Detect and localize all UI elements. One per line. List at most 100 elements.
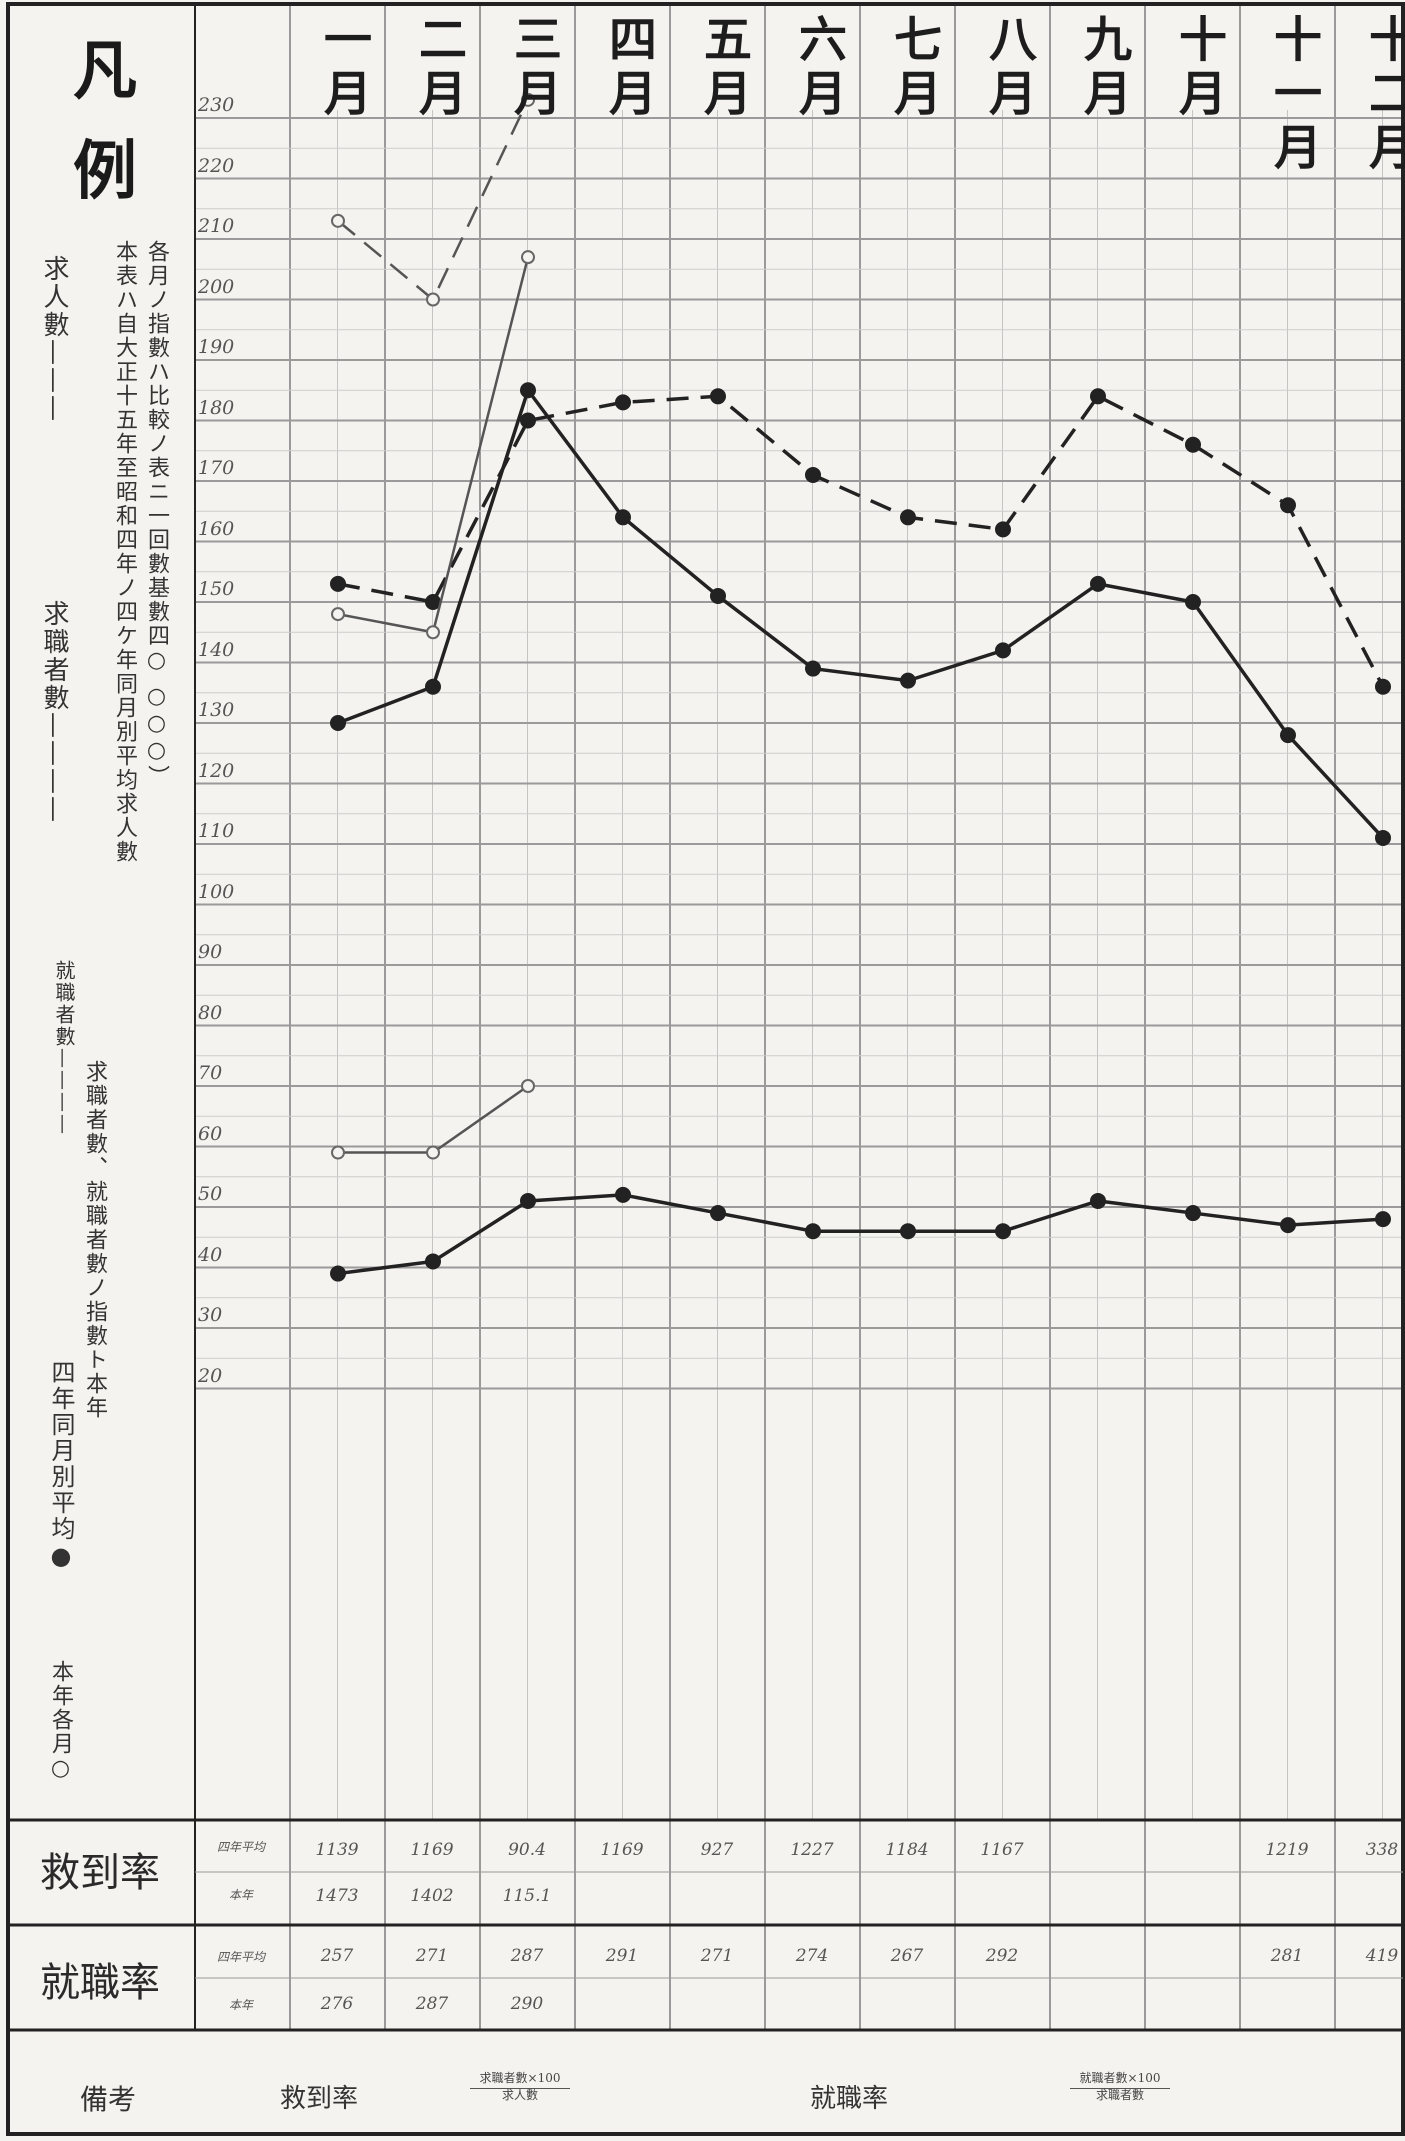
table-cell: 1227 <box>790 1840 834 1860</box>
data-point <box>1280 497 1296 514</box>
table-cell: 287 <box>510 1946 544 1966</box>
table-row2b-head: 本年 <box>228 1998 253 2012</box>
table-row2-label: 就職率 <box>40 1960 160 2006</box>
data-point <box>331 213 345 228</box>
data-point <box>331 607 345 622</box>
month-label: 五月 <box>695 14 751 122</box>
table-cell: 1219 <box>1265 1840 1309 1860</box>
data-point <box>520 412 536 429</box>
data-point <box>425 594 441 610</box>
table-cell: 927 <box>700 1840 734 1860</box>
table-cell: 267 <box>890 1946 924 1966</box>
legend-title-2: 例 <box>73 134 137 209</box>
y-tick-label: 180 <box>198 396 235 419</box>
data-point <box>521 1079 535 1093</box>
legend-title-1: 凡 <box>73 34 137 109</box>
legend-desc-3: 求職者數、就職者數ノ指數ト本年 <box>82 1060 107 1420</box>
legend-item-seekers: 求職者數———— <box>36 600 73 1360</box>
month-label: 九月 <box>1075 14 1131 122</box>
legend-item-offer: 求人數——— <box>36 255 73 1255</box>
month-label: 一月 <box>315 14 371 122</box>
table-cell: 290 <box>510 1994 544 2014</box>
data-point <box>615 394 631 411</box>
data-point <box>710 1205 726 1222</box>
data-point <box>805 1223 821 1240</box>
data-point <box>426 1145 440 1160</box>
y-tick-label: 40 <box>198 1243 223 1266</box>
y-tick-label: 20 <box>198 1364 223 1387</box>
legend-label-hired: 就職者數———— <box>52 960 76 1136</box>
chart-frame <box>6 2 1405 2136</box>
table-cell: 1139 <box>315 1840 359 1860</box>
table-cell: 90.4 <box>508 1840 546 1860</box>
outer-border <box>6 2 1405 2136</box>
data-point <box>1375 1211 1391 1228</box>
table-cell: 1184 <box>885 1840 929 1860</box>
table-row1a-head: 四年平均 <box>216 1840 265 1854</box>
data-point <box>900 672 916 689</box>
notes-ratio1-name: 救到率 <box>280 2084 359 2114</box>
y-tick-label: 150 <box>198 578 235 600</box>
notes-ratio2-den: 求職者數 <box>1070 2087 1170 2103</box>
data-point <box>1090 388 1106 405</box>
data-point <box>426 625 440 640</box>
series-line <box>337 1193 1384 1276</box>
y-tick-label: 170 <box>198 457 235 479</box>
data-point <box>710 388 726 405</box>
legend-label-seekers: 求職者數———— <box>39 600 69 824</box>
table-cell: 287 <box>415 1994 449 2014</box>
data-point <box>1185 1205 1201 1222</box>
y-tick-label: 230 <box>198 94 235 116</box>
month-label: 二月 <box>410 14 466 122</box>
data-point <box>1280 1217 1296 1234</box>
y-tick-label: 70 <box>198 1062 223 1084</box>
table-cell: 271 <box>700 1946 734 1966</box>
y-tick-label: 30 <box>198 1304 223 1326</box>
data-point <box>330 575 346 592</box>
table-cell: 291 <box>605 1946 639 1966</box>
y-tick-label: 50 <box>198 1183 223 1205</box>
month-label: 十月 <box>1170 14 1226 122</box>
data-point <box>805 466 821 483</box>
table-cell: 1169 <box>410 1840 454 1860</box>
notes-label: 備考 <box>80 2083 137 2116</box>
y-tick-label: 210 <box>198 215 235 237</box>
table-cell: 276 <box>320 1994 354 2014</box>
month-label: 八月 <box>980 14 1036 122</box>
table-cell: 1167 <box>980 1840 1024 1860</box>
data-point <box>426 292 440 307</box>
notes-ratio1-den: 求人數 <box>470 2087 570 2103</box>
legend-desc-2: 本表ハ自大正十五年至昭和四年ノ四ケ年同月別平均求人數 <box>112 240 137 864</box>
y-tick-label: 80 <box>198 1001 223 1024</box>
y-tick-label: 100 <box>198 880 235 903</box>
data-point <box>330 1265 346 1282</box>
y-tick-label: 60 <box>198 1122 223 1145</box>
legend-item-avg: 四年同月別平均● <box>44 1360 79 1680</box>
y-tick-label: 120 <box>198 759 235 782</box>
data-point <box>615 509 631 526</box>
chart-series <box>330 92 1391 1282</box>
table-cell: 338 <box>1365 1840 1399 1860</box>
table-cell: 1402 <box>410 1886 454 1906</box>
table-cell: 274 <box>795 1946 829 1966</box>
data-point <box>1280 727 1296 744</box>
table-cell: 419 <box>1365 1946 1399 1966</box>
series-line <box>337 394 1385 688</box>
data-point <box>1090 575 1106 592</box>
y-tick-label: 130 <box>198 699 235 721</box>
data-point <box>615 1186 631 1203</box>
y-tick-label: 190 <box>198 336 235 358</box>
data-point <box>425 1253 441 1270</box>
y-tick-label: 200 <box>198 275 235 298</box>
table-cell: 281 <box>1270 1946 1304 1966</box>
data-point <box>900 1223 916 1240</box>
table-cell: 115.1 <box>502 1886 552 1906</box>
data-point <box>1185 436 1201 453</box>
month-label: 三月 <box>505 14 561 122</box>
y-tick-label: 220 <box>198 154 235 177</box>
notes-ratio2-num: 就職者數×100 <box>1079 2071 1161 2085</box>
data-point <box>330 715 346 731</box>
table-cell: 1169 <box>600 1840 644 1860</box>
month-label: 六月 <box>790 14 846 122</box>
data-point <box>805 660 821 677</box>
